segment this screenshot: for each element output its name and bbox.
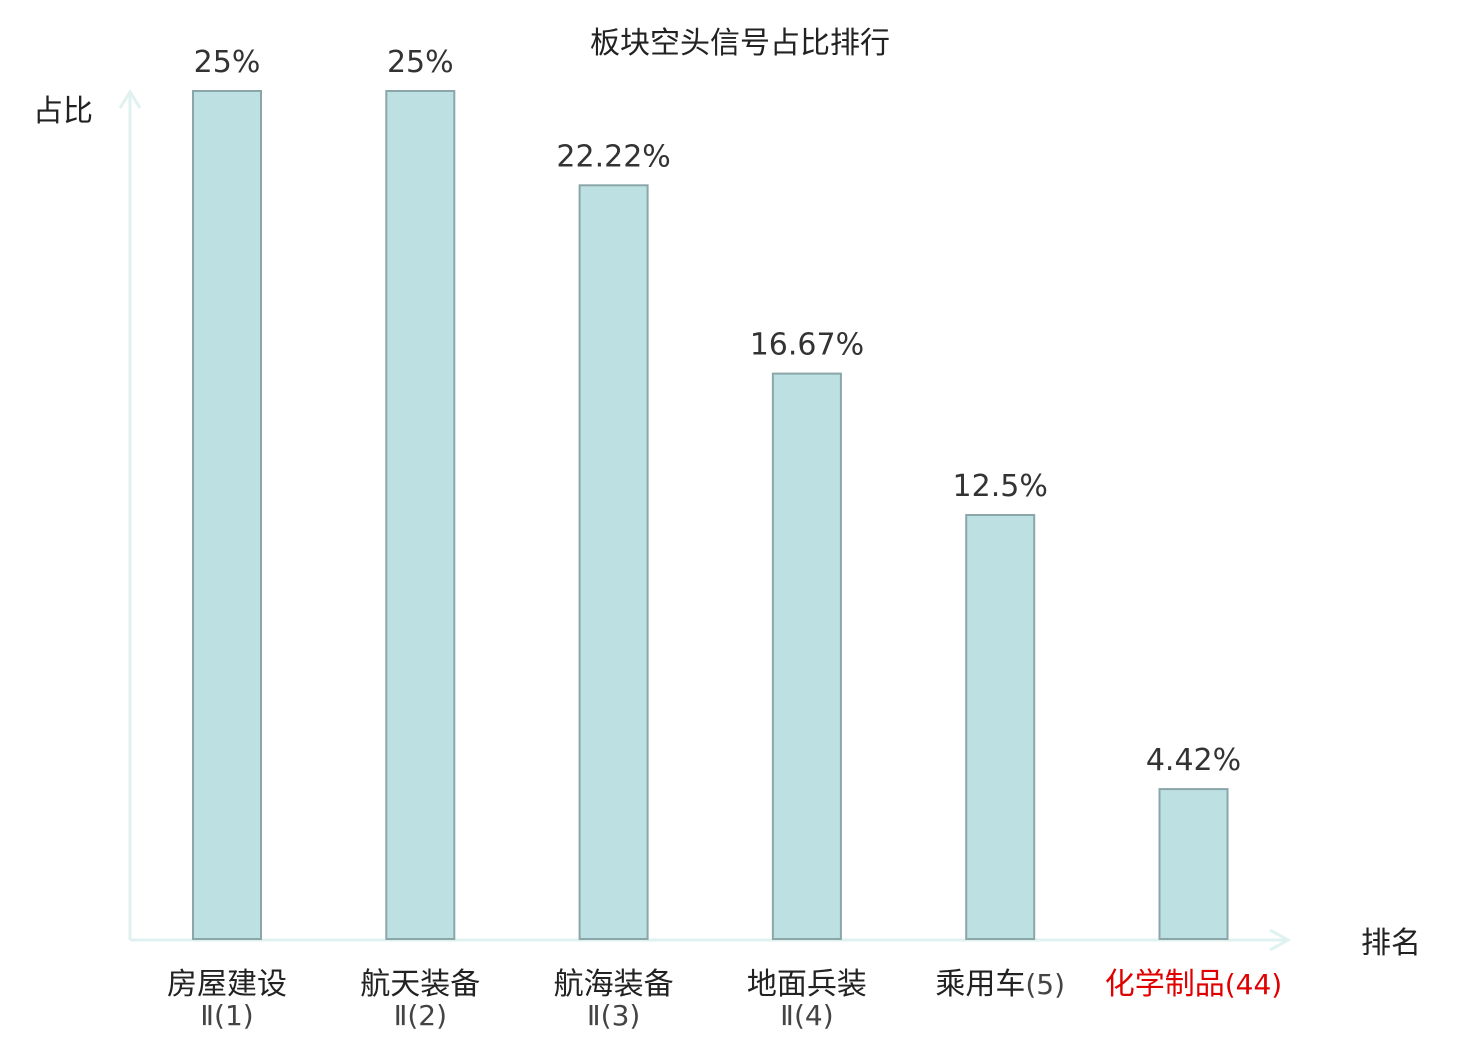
category-label: 化学制品(44) (1105, 967, 1282, 1002)
value-labels-group: 25% 25% 22.22% 16.67% 12.5% 4.42% (194, 45, 1242, 778)
bar (771, 372, 842, 941)
category-rank-label: Ⅱ(2) (394, 999, 447, 1032)
y-axis (118, 89, 142, 940)
chart-title: 板块空头信号占比排行 (590, 26, 890, 61)
bar (385, 90, 456, 940)
category-name: 化学制品 (1105, 967, 1225, 1002)
category-label: 乘用车(5) (935, 967, 1065, 1002)
category-label: 航天装备 (360, 967, 480, 1002)
y-axis-arrowhead (118, 89, 142, 109)
category-label: 房屋建设 (167, 967, 287, 1002)
y-axis-label: 占比 (33, 94, 93, 129)
category-rank-label: Ⅱ(4) (780, 999, 833, 1032)
bar-value-label: 16.67% (750, 328, 864, 363)
category-rank: (44) (1225, 968, 1282, 1001)
x-axis-label: 排名 (1361, 926, 1421, 961)
bar-value-label: 25% (194, 45, 261, 80)
category-rank-label: Ⅱ(1) (200, 999, 253, 1032)
category-name: 乘用车 (935, 967, 1025, 1002)
category-rank: (5) (1025, 968, 1065, 1001)
bar (1158, 788, 1229, 940)
category-rank-label: Ⅱ(3) (587, 999, 640, 1032)
x-axis-arrowhead (1269, 928, 1292, 952)
x-axis (130, 928, 1292, 952)
bar (192, 90, 262, 940)
bar (965, 514, 1036, 940)
category-label: 航海装备 (554, 967, 674, 1002)
bar (578, 184, 649, 941)
bar-value-label: 22.22% (556, 139, 670, 174)
bars-group (192, 90, 1229, 941)
category-label: 地面兵装 (747, 967, 867, 1002)
bar-value-label: 25% (387, 45, 454, 80)
bar-value-label: 4.42% (1146, 743, 1241, 778)
bar-value-label: 12.5% (953, 469, 1048, 504)
